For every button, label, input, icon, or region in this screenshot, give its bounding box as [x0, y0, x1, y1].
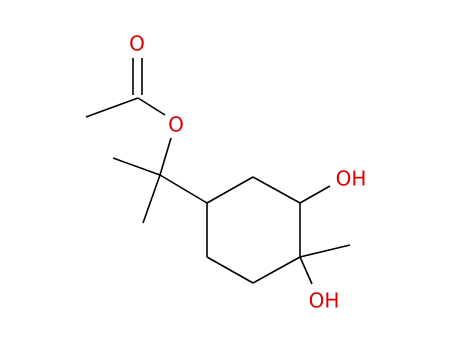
bond — [206, 256, 254, 284]
bond — [137, 97, 166, 116]
bond — [159, 174, 208, 204]
bond — [252, 176, 301, 204]
bond — [252, 256, 301, 284]
bond — [206, 176, 254, 204]
bond — [299, 244, 351, 258]
atom-label: O — [168, 113, 184, 137]
atom-label: OH — [309, 289, 340, 313]
bond — [159, 137, 172, 176]
bond — [299, 185, 331, 204]
bond — [112, 157, 161, 176]
bond — [142, 174, 161, 224]
atom-label: O — [129, 32, 145, 56]
atom-label: OH — [336, 167, 367, 191]
bond — [85, 97, 139, 118]
bonds — [85, 58, 351, 285]
bond — [299, 256, 313, 285]
